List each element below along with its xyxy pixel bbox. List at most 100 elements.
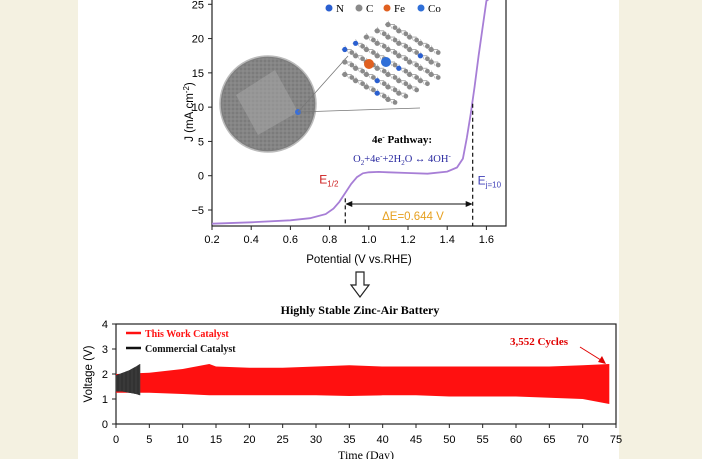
battery-caption: Highly Stable Zinc-Air Battery — [281, 303, 440, 317]
lattice-atom — [342, 59, 348, 65]
lattice-atom — [425, 81, 430, 87]
lsv-x-tick-label: 1.6 — [479, 234, 494, 246]
lsv-x-tick-label: 0.2 — [204, 234, 219, 246]
lattice-atom — [425, 68, 430, 74]
lattice-atom — [403, 31, 409, 37]
zoom-line-1 — [297, 55, 349, 113]
lattice-atom — [392, 62, 398, 68]
lsv-x-tick-label: 0.8 — [322, 234, 337, 246]
battery-y-tick-label: 0 — [102, 419, 108, 431]
lsv-y-tick-label: 0 — [198, 171, 204, 183]
battery-x-tick-label: 60 — [510, 434, 522, 446]
lsv-x-ticks: 0.2 0.4 0.6 0.8 1.0 1.2 1.4 1.6 — [204, 226, 494, 246]
battery-x-tick-label: 25 — [277, 434, 289, 446]
lsv-curve — [211, 0, 490, 225]
atom-legend-fe-dot — [383, 4, 391, 12]
battery-y-ticks: 0 1 2 3 4 — [102, 319, 116, 431]
lattice-atom — [407, 84, 413, 90]
atom-legend-co-dot — [417, 4, 425, 12]
lsv-y-tick-label: 20 — [192, 34, 204, 46]
lsv-y-tick-label: 5 — [198, 136, 204, 148]
pathway-equation: O2+4e-+2H2O ↔ 4OH- — [353, 152, 451, 167]
e-half-label: E1/2 — [319, 172, 339, 188]
lattice-atom — [403, 93, 409, 99]
lattice-atom — [417, 78, 423, 84]
lattice-atom — [396, 65, 402, 71]
lattice-atom — [435, 75, 441, 80]
lattice-atom — [403, 81, 409, 87]
lattice-atom — [363, 46, 369, 53]
lattice-atom — [414, 50, 419, 55]
lattice-atom — [392, 25, 398, 30]
lattice-atom — [374, 28, 380, 34]
lattice-atom — [414, 37, 419, 43]
battery-x-tick-label: 45 — [410, 434, 422, 446]
atom-legend-fe: Fe — [394, 3, 405, 15]
tem-sheet — [236, 70, 298, 135]
cycles-annotation: 3,552 Cycles — [510, 336, 569, 348]
battery-y-tick-label: 2 — [102, 369, 108, 381]
lattice-atom — [363, 34, 369, 40]
atom-legend-c: C — [366, 3, 373, 15]
lattice-atom — [374, 78, 380, 84]
lattice-atom — [342, 71, 348, 78]
lsv-y-ticks: −5 0 5 10 15 20 25 — [191, 0, 212, 217]
lattice-atom — [381, 81, 387, 87]
atom-legend-n-dot — [325, 4, 333, 12]
lattice-atom — [428, 59, 434, 65]
lattice-atom — [407, 59, 413, 65]
lattice-atom — [374, 40, 380, 46]
lattice-atom — [407, 71, 413, 78]
lattice-atom — [374, 65, 380, 71]
lattice-atom — [435, 50, 441, 55]
lattice-atom — [396, 28, 402, 34]
molecular-structure — [341, 20, 441, 105]
zoom-line-2 — [297, 107, 421, 113]
lattice-atom — [381, 93, 387, 99]
battery-x-tick-label: 65 — [543, 434, 555, 446]
lattice-atom — [353, 65, 359, 71]
lattice-atom — [360, 43, 365, 49]
lattice-atom — [381, 43, 387, 49]
lattice-atom — [417, 40, 423, 46]
lattice-atom — [392, 50, 398, 55]
lattice-atom — [392, 37, 398, 43]
atom-legend: N C Fe Co — [325, 3, 441, 15]
lattice-atom — [417, 65, 423, 71]
lattice-atom — [353, 78, 359, 84]
lsv-x-tick-label: 1.4 — [440, 234, 455, 246]
lsv-chart: −5 0 5 10 15 20 25 0.2 0.4 0.6 0.8 1.0 1.2 1.4 1.6 — [182, 0, 507, 266]
battery-x-tick-label: 30 — [310, 434, 322, 446]
lattice-atom — [403, 56, 409, 62]
lattice-atom — [349, 75, 355, 80]
lattice-atom — [385, 34, 391, 40]
lattice-atom — [403, 43, 409, 49]
lattice-atom — [425, 43, 430, 49]
battery-x-tick-label: 0 — [113, 434, 119, 446]
lattice-atom — [392, 87, 398, 93]
lattice-atom — [381, 31, 387, 37]
lsv-plot-frame — [211, 0, 507, 227]
lsv-y-tick-label: 25 — [192, 0, 204, 11]
delta-e-arrowhead-left — [345, 201, 353, 207]
lattice-atom — [396, 53, 402, 59]
down-arrow-icon — [349, 271, 371, 298]
battery-legend: This Work Catalyst Commercial Catalyst — [126, 329, 236, 355]
pathway-title: 4e- Pathway: — [372, 133, 432, 146]
legend-commercial: Commercial Catalyst — [145, 344, 236, 355]
lattice-atom — [360, 81, 365, 87]
lsv-x-tick-label: 1.2 — [400, 234, 415, 246]
battery-x-tick-label: 55 — [477, 434, 489, 446]
lattice-atom — [353, 40, 359, 46]
battery-x-axis-label: Time (Day) — [338, 448, 394, 459]
lattice-atom — [360, 68, 365, 74]
battery-x-tick-label: 75 — [610, 434, 622, 446]
battery-x-tick-label: 70 — [577, 434, 589, 446]
e-j10-label: Ej=10 — [478, 174, 502, 190]
lattice-atom — [396, 78, 402, 84]
co-atom — [381, 57, 391, 67]
lattice-atom — [407, 46, 413, 53]
atom-legend-co: Co — [428, 3, 441, 15]
battery-x-tick-label: 5 — [146, 434, 152, 446]
lsv-y-tick-label: −5 — [191, 205, 204, 217]
